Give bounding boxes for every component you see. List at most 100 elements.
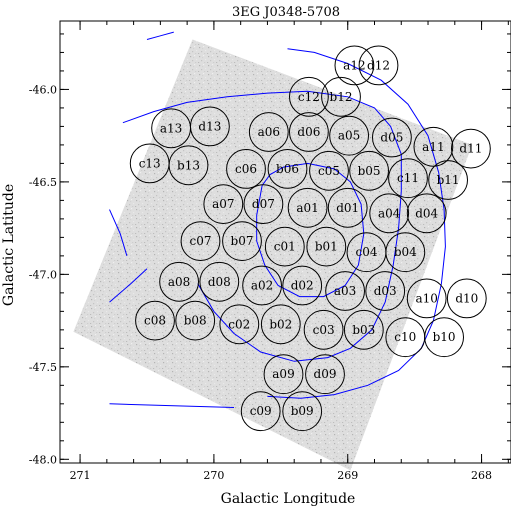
field-label: d06: [297, 125, 320, 139]
field-label: c13: [139, 156, 161, 170]
field-label: d05: [380, 131, 403, 145]
y-tick-label: -46.0: [29, 83, 57, 96]
field-circle: [305, 354, 345, 395]
field-label: b07: [231, 234, 254, 248]
field-label: c07: [190, 234, 212, 248]
field-circle: [267, 149, 308, 189]
field-circle: [406, 278, 447, 319]
field-circle: [451, 128, 491, 169]
field-circle: [369, 193, 410, 234]
field-label: b04: [394, 245, 417, 259]
field-label: a01: [296, 201, 318, 215]
y-tick-label: -47.5: [29, 361, 57, 374]
contour-line: [256, 162, 365, 298]
contour-line: [146, 31, 174, 40]
field-circle: [343, 309, 384, 350]
chart-title: 3EG J0348-5708: [232, 5, 340, 20]
field-label: a09: [272, 367, 294, 381]
field-label: a12: [343, 58, 365, 72]
field-circle: [287, 187, 328, 228]
contour-line: [109, 209, 128, 257]
field-label: a04: [378, 206, 401, 220]
field-circle: [424, 317, 465, 358]
axis-ticks: 271 270 269 268 -46.0 -46.5 -47.0 -47.5 -48.0: [29, 21, 511, 482]
field-label: b10: [433, 330, 456, 344]
contours: [109, 31, 446, 408]
field-circle: [242, 265, 283, 306]
field-label: c11: [397, 171, 419, 185]
field-circle: [264, 226, 305, 267]
field-circle: [325, 271, 366, 311]
field-label: b09: [291, 404, 314, 418]
field-circle: [372, 117, 412, 158]
field-circle: [329, 115, 370, 156]
field-label: b12: [330, 90, 353, 104]
field-label: c06: [235, 162, 257, 176]
field-circle: [289, 76, 329, 117]
field-label: b06: [276, 162, 299, 176]
plot-frame: [59, 20, 511, 464]
field-circle: [303, 309, 344, 350]
field-label: b11: [437, 173, 460, 187]
field-circle: [135, 300, 175, 341]
field-circle: [243, 184, 284, 225]
y-axis-label: Galactic Latitude: [1, 184, 17, 306]
field-label: c03: [313, 323, 335, 337]
field-circle: [413, 126, 454, 167]
field-circle: [365, 271, 406, 311]
field-circle: [168, 145, 209, 186]
y-tick-label: -48.0: [29, 453, 57, 466]
field-circle: [406, 193, 447, 234]
field-label: c10: [394, 330, 416, 344]
field-circle: [327, 187, 368, 228]
field-circle: [260, 304, 301, 345]
field-circle: [159, 261, 200, 302]
field-circle: [219, 304, 260, 345]
field-label: c08: [144, 314, 166, 328]
field-label: c05: [318, 164, 340, 178]
field-label: d07: [252, 197, 275, 211]
fields: a12 d12 c12 b12 a13 d13 a06 d06 a05 d05 a11 d11 c13 b…: [129, 45, 491, 432]
field-label: d13: [198, 119, 221, 133]
field-label: b08: [184, 314, 207, 328]
field-label: a11: [422, 140, 444, 154]
y-tick-label: -47.0: [29, 268, 57, 281]
contour-line: [122, 90, 402, 362]
field-circle: [248, 112, 289, 152]
field-label: d09: [314, 367, 337, 381]
field-label: a08: [168, 275, 190, 289]
field-label: d02: [291, 279, 314, 293]
field-circle: [289, 112, 329, 152]
field-label: b05: [358, 164, 381, 178]
field-circle: [349, 150, 390, 191]
field-circle: [240, 391, 281, 432]
field-label: c01: [274, 240, 296, 254]
field-label: c12: [298, 90, 320, 104]
field-circle: [334, 45, 375, 86]
x-tick-label: 270: [203, 469, 224, 482]
field-label: d12: [367, 58, 390, 72]
field-label: b13: [177, 158, 200, 172]
contour-line: [109, 268, 148, 303]
field-label: c02: [228, 317, 250, 331]
contour-line: [267, 48, 446, 399]
field-label: d08: [208, 275, 231, 289]
field-circle: [282, 265, 323, 306]
field-label: c09: [250, 404, 272, 418]
contour-line: [109, 403, 235, 408]
field-label: b01: [315, 240, 338, 254]
field-circle: [175, 300, 216, 341]
field-label: d01: [336, 201, 359, 215]
field-label: a03: [334, 284, 356, 298]
field-circle: [388, 158, 428, 199]
field-label: a07: [212, 197, 234, 211]
field-circle: [321, 76, 361, 117]
field-label: b02: [269, 317, 292, 331]
x-tick-label: 271: [70, 469, 91, 482]
field-label: c04: [356, 245, 378, 259]
field-circle: [222, 221, 262, 262]
field-circle: [203, 184, 244, 225]
field-circle: [190, 106, 230, 147]
field-label: a13: [160, 121, 182, 135]
